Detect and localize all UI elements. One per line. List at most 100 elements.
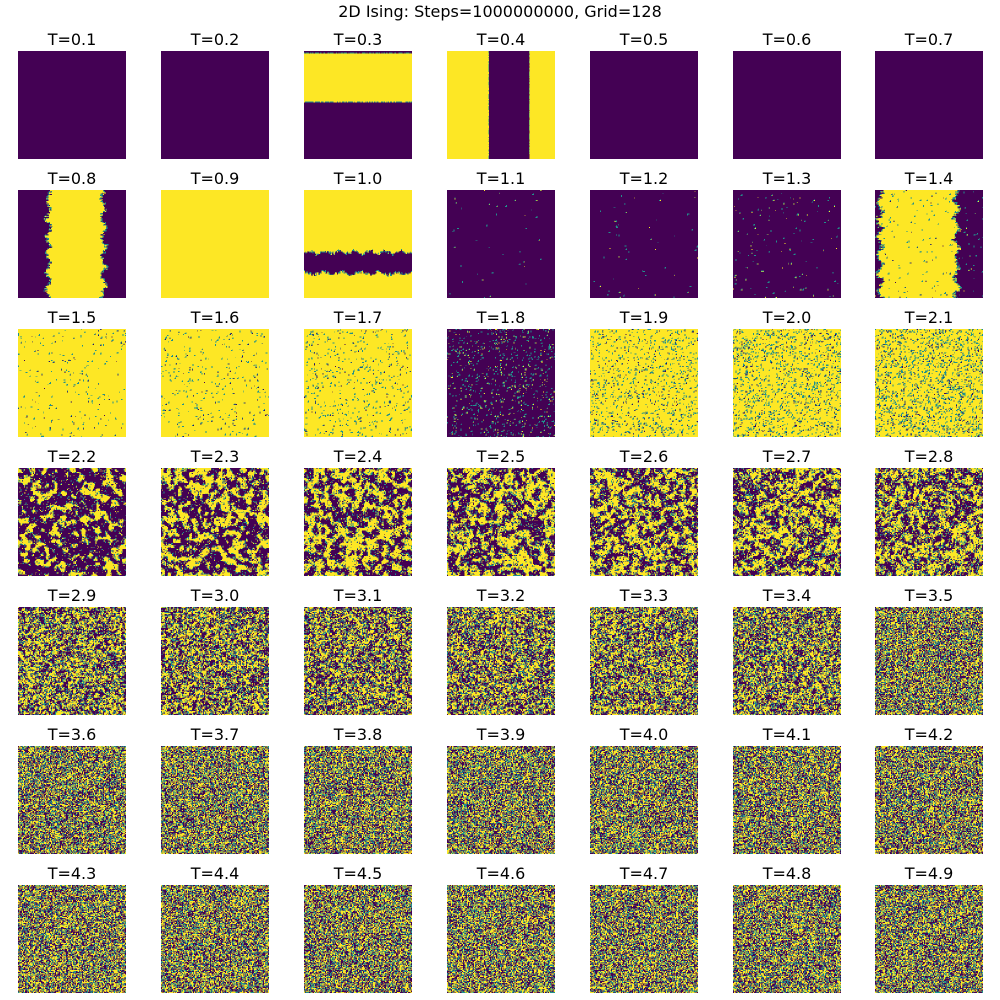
spin-heatmap	[18, 51, 126, 159]
panel-title: T=1.7	[333, 308, 383, 327]
panel-title: T=2.3	[190, 447, 240, 466]
ising-panel: T=1.7	[304, 308, 412, 437]
spin-heatmap	[733, 190, 841, 298]
ising-panel: T=3.7	[161, 725, 269, 854]
spin-heatmap	[18, 329, 126, 437]
spin-heatmap	[18, 746, 126, 854]
panel-title: T=2.8	[904, 447, 954, 466]
figure-title: 2D Ising: Steps=1000000000, Grid=128	[338, 2, 662, 21]
panel-title: T=0.7	[904, 30, 954, 49]
panel-title: T=3.5	[904, 586, 954, 605]
panel-title: T=3.0	[190, 586, 240, 605]
ising-panel: T=0.8	[18, 169, 126, 298]
ising-panel: T=3.4	[733, 586, 841, 715]
ising-panel: T=1.8	[447, 308, 555, 437]
panel-title: T=2.7	[762, 447, 812, 466]
ising-panel: T=3.0	[161, 586, 269, 715]
ising-panel: T=2.5	[447, 447, 555, 576]
panel-title: T=3.1	[333, 586, 383, 605]
ising-panel: T=4.1	[733, 725, 841, 854]
panel-title: T=2.4	[333, 447, 383, 466]
panel-title: T=4.3	[47, 864, 97, 883]
panel-title: T=1.0	[333, 169, 383, 188]
spin-heatmap	[161, 329, 269, 437]
ising-panel: T=0.3	[304, 30, 412, 159]
ising-panel: T=1.3	[733, 169, 841, 298]
spin-heatmap	[590, 468, 698, 576]
ising-panel: T=2.3	[161, 447, 269, 576]
ising-panel: T=3.3	[590, 586, 698, 715]
panel-title: T=3.3	[619, 586, 669, 605]
spin-heatmap	[590, 746, 698, 854]
spin-heatmap	[733, 885, 841, 993]
spin-heatmap	[18, 885, 126, 993]
spin-heatmap	[733, 468, 841, 576]
panel-title: T=2.1	[904, 308, 954, 327]
ising-panel: T=4.8	[733, 864, 841, 993]
spin-heatmap	[733, 51, 841, 159]
ising-panel: T=2.0	[733, 308, 841, 437]
spin-heatmap	[875, 746, 983, 854]
panel-title: T=3.2	[476, 586, 526, 605]
panel-title: T=0.2	[190, 30, 240, 49]
panel-title: T=1.4	[904, 169, 954, 188]
panel-title: T=1.8	[476, 308, 526, 327]
ising-panel: T=4.3	[18, 864, 126, 993]
ising-panel: T=4.9	[875, 864, 983, 993]
panel-title: T=3.7	[190, 725, 240, 744]
spin-heatmap	[161, 468, 269, 576]
spin-heatmap	[590, 51, 698, 159]
spin-heatmap	[161, 607, 269, 715]
ising-panel: T=3.2	[447, 586, 555, 715]
panel-title: T=3.4	[762, 586, 812, 605]
panel-title: T=2.2	[47, 447, 97, 466]
panel-title: T=2.0	[762, 308, 812, 327]
spin-heatmap	[447, 190, 555, 298]
ising-panel: T=4.5	[304, 864, 412, 993]
panel-title: T=0.6	[762, 30, 812, 49]
ising-panel: T=0.5	[590, 30, 698, 159]
panel-title: T=0.1	[47, 30, 97, 49]
ising-panel: T=2.8	[875, 447, 983, 576]
ising-panel: T=3.5	[875, 586, 983, 715]
spin-heatmap	[875, 468, 983, 576]
panel-title: T=1.6	[190, 308, 240, 327]
spin-heatmap	[447, 607, 555, 715]
spin-heatmap	[590, 607, 698, 715]
ising-panel: T=2.9	[18, 586, 126, 715]
spin-heatmap	[161, 190, 269, 298]
panel-title: T=0.8	[47, 169, 97, 188]
panel-title: T=1.2	[619, 169, 669, 188]
ising-panel: T=0.7	[875, 30, 983, 159]
ising-panel: T=3.1	[304, 586, 412, 715]
panel-title: T=0.9	[190, 169, 240, 188]
ising-panel: T=0.6	[733, 30, 841, 159]
panel-title: T=3.8	[333, 725, 383, 744]
spin-heatmap	[733, 746, 841, 854]
panel-title: T=4.6	[476, 864, 526, 883]
ising-panel: T=4.6	[447, 864, 555, 993]
ising-panel: T=1.9	[590, 308, 698, 437]
panel-title: T=4.4	[190, 864, 240, 883]
ising-panel: T=1.4	[875, 169, 983, 298]
spin-heatmap	[18, 607, 126, 715]
ising-panel: T=0.4	[447, 30, 555, 159]
ising-panel: T=1.5	[18, 308, 126, 437]
panel-title: T=1.9	[619, 308, 669, 327]
spin-heatmap	[447, 885, 555, 993]
spin-heatmap	[304, 607, 412, 715]
spin-heatmap	[447, 468, 555, 576]
spin-heatmap	[18, 190, 126, 298]
spin-heatmap	[447, 51, 555, 159]
panel-title: T=4.9	[904, 864, 954, 883]
ising-panel: T=2.4	[304, 447, 412, 576]
ising-panel: T=3.6	[18, 725, 126, 854]
ising-panel: T=4.7	[590, 864, 698, 993]
ising-panel: T=3.8	[304, 725, 412, 854]
ising-panel: T=4.4	[161, 864, 269, 993]
ising-panel: T=1.0	[304, 169, 412, 298]
spin-heatmap	[447, 329, 555, 437]
spin-heatmap	[304, 468, 412, 576]
spin-heatmap	[161, 51, 269, 159]
panel-title: T=3.9	[476, 725, 526, 744]
